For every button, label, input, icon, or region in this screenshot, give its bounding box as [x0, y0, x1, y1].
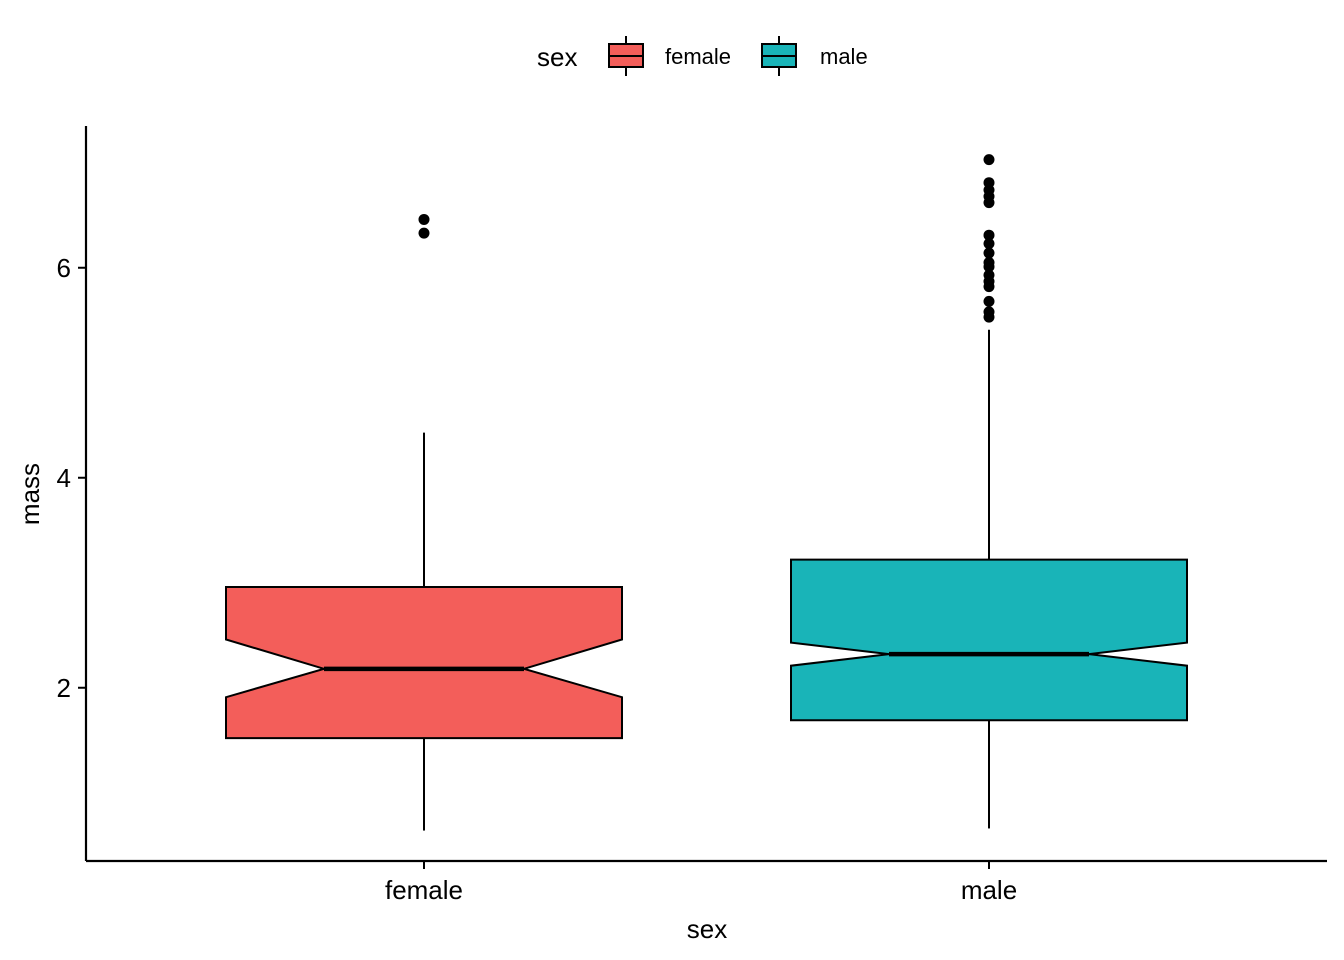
- legend: sex female male: [537, 36, 868, 76]
- outlier-point: [983, 229, 995, 241]
- box-body: [790, 558, 1188, 722]
- outlier-point: [983, 154, 995, 166]
- outlier-point: [983, 247, 995, 259]
- legend-entry-male: male: [761, 36, 868, 76]
- x-tick-label: male: [961, 875, 1017, 905]
- x-axis-title: sex: [687, 914, 727, 944]
- x-tick-label: female: [385, 875, 463, 905]
- outlier-point: [983, 238, 995, 250]
- legend-label: male: [820, 44, 868, 69]
- box-male: [790, 154, 1188, 829]
- outlier-point: [418, 227, 430, 239]
- outlier-point: [983, 269, 995, 281]
- legend-entry-female: female: [608, 36, 731, 76]
- box-female: [225, 213, 623, 831]
- y-tick-label: 4: [57, 463, 71, 493]
- y-axis-title: mass: [15, 463, 45, 525]
- legend-title: sex: [537, 42, 577, 72]
- legend-label: female: [665, 44, 731, 69]
- outlier-point: [983, 257, 995, 268]
- outlier-point: [983, 306, 995, 318]
- outlier-point: [983, 295, 995, 307]
- box-body: [225, 585, 623, 740]
- y-tick-label: 2: [57, 673, 71, 703]
- y-tick-label: 6: [57, 253, 71, 283]
- outlier-point: [983, 177, 995, 189]
- outlier-point: [418, 213, 430, 225]
- axes: 2 4 6 female male: [57, 126, 1327, 905]
